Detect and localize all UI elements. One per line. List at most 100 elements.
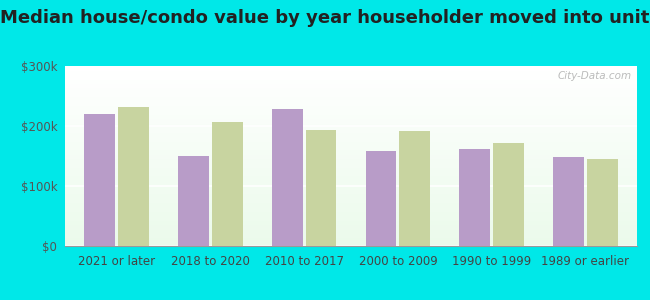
Bar	[65, 196, 637, 197]
Bar	[65, 231, 637, 232]
Bar	[65, 144, 637, 145]
Bar	[65, 239, 637, 240]
Bar	[65, 182, 637, 183]
Bar	[65, 112, 637, 113]
Bar	[65, 168, 637, 169]
Bar	[65, 74, 637, 75]
Bar	[65, 108, 637, 109]
Bar	[65, 156, 637, 157]
Bar	[65, 118, 637, 119]
Bar	[65, 152, 637, 153]
Bar	[65, 68, 637, 69]
Bar	[587, 159, 618, 246]
Bar	[65, 177, 637, 178]
Bar	[65, 193, 637, 194]
Bar	[65, 149, 637, 150]
Bar	[65, 124, 637, 125]
Bar	[65, 241, 637, 242]
Bar	[65, 219, 637, 220]
Bar	[65, 111, 637, 112]
Bar	[65, 97, 637, 98]
Bar	[65, 85, 637, 86]
Bar	[65, 98, 637, 99]
Bar	[65, 178, 637, 179]
Bar	[65, 216, 637, 217]
Bar	[65, 100, 637, 101]
Bar	[65, 195, 637, 196]
Bar	[65, 135, 637, 136]
Bar	[65, 70, 637, 71]
Bar	[65, 173, 637, 174]
Bar	[65, 105, 637, 106]
Bar	[65, 88, 637, 89]
Bar	[65, 175, 637, 176]
Bar	[65, 113, 637, 114]
Bar	[65, 151, 637, 152]
Text: City-Data.com: City-Data.com	[557, 71, 631, 81]
Bar	[65, 163, 637, 164]
Bar	[65, 154, 637, 155]
Bar	[65, 77, 637, 78]
Bar	[65, 197, 637, 198]
Bar	[65, 171, 637, 172]
Bar	[65, 141, 637, 142]
Bar	[65, 165, 637, 166]
Bar	[65, 92, 637, 93]
Bar	[493, 143, 524, 246]
Bar	[84, 114, 115, 246]
Bar	[65, 234, 637, 235]
Bar	[65, 123, 637, 124]
Bar	[65, 83, 637, 84]
Bar	[65, 179, 637, 180]
Bar	[65, 109, 637, 110]
Bar	[65, 225, 637, 226]
Bar	[65, 69, 637, 70]
Bar	[65, 95, 637, 96]
Bar	[65, 161, 637, 162]
Bar	[65, 127, 637, 128]
Bar	[65, 72, 637, 73]
Bar	[65, 137, 637, 138]
Bar	[65, 82, 637, 83]
Bar	[65, 191, 637, 192]
Bar	[65, 205, 637, 206]
Bar	[65, 90, 637, 91]
Bar	[65, 96, 637, 97]
Bar	[65, 145, 637, 146]
Bar	[65, 170, 637, 171]
Bar	[306, 130, 337, 246]
Bar	[65, 185, 637, 186]
Bar	[65, 104, 637, 105]
Bar	[65, 211, 637, 212]
Bar	[65, 131, 637, 132]
Bar	[65, 188, 637, 189]
Bar	[65, 158, 637, 159]
Text: Median house/condo value by year householder moved into unit: Median house/condo value by year househo…	[0, 9, 650, 27]
Bar	[65, 110, 637, 111]
Bar	[399, 131, 430, 246]
Bar	[65, 227, 637, 228]
Bar	[65, 122, 637, 123]
Bar	[65, 186, 637, 187]
Bar	[65, 238, 637, 239]
Bar	[65, 235, 637, 236]
Bar	[65, 139, 637, 140]
Bar	[365, 151, 396, 246]
Bar	[65, 132, 637, 133]
Bar	[65, 125, 637, 126]
Bar	[65, 102, 637, 103]
Bar	[65, 89, 637, 90]
Bar	[65, 201, 637, 202]
Bar	[65, 194, 637, 195]
Bar	[212, 122, 242, 246]
Bar	[65, 200, 637, 201]
Bar	[65, 167, 637, 168]
Bar	[65, 153, 637, 154]
Bar	[65, 218, 637, 219]
Bar	[65, 184, 637, 185]
Bar	[65, 244, 637, 245]
Bar	[65, 224, 637, 225]
Bar	[65, 206, 637, 207]
Bar	[65, 140, 637, 141]
Bar	[65, 120, 637, 121]
